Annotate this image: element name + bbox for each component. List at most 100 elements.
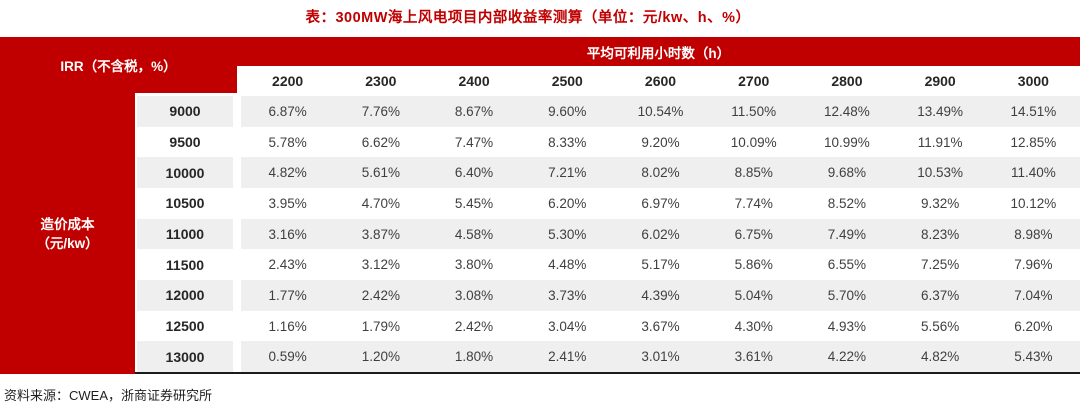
table-row: 10500 3.95% 4.70% 5.45% 6.20% 6.97% 7.74% 8.52%… <box>137 188 1080 219</box>
table-row: 10000 4.82% 5.61% 6.40% 7.21% 8.02% 8.85% 9.68%… <box>137 157 1080 189</box>
data-cell: 1.16% <box>268 318 307 334</box>
data-cell: 8.33% <box>548 134 587 150</box>
table-row: 13000 0.59% 1.20% 1.80% 2.41% 3.01% 3.61% 4.22%… <box>137 341 1080 373</box>
data-cell: 5.70% <box>827 287 867 303</box>
row-cells: 5.78% 6.62% 7.47% 8.33% 9.20% 10.09% 10.99% 11.… <box>241 126 1080 158</box>
data-cell: 4.48% <box>548 257 587 273</box>
row-cells: 4.82% 5.61% 6.40% 7.21% 8.02% 8.85% 9.68% 10.53… <box>241 157 1080 189</box>
data-cell: 3.61% <box>734 349 773 365</box>
data-cell: 10.09% <box>730 134 777 150</box>
data-cell: 4.22% <box>827 349 867 365</box>
column-header: 3000 <box>1017 73 1049 89</box>
data-cell: 4.93% <box>827 318 867 334</box>
row-header: 12000 <box>137 280 233 311</box>
data-cell: 2.43% <box>268 257 307 273</box>
data-cell: 7.47% <box>454 134 494 150</box>
table-row: 9500 5.78% 6.62% 7.47% 8.33% 9.20% 10.09% 10.99… <box>137 126 1080 158</box>
data-cell: 10.54% <box>637 103 684 119</box>
table-row: 11500 2.43% 3.12% 3.80% 4.48% 5.17% 5.86% 6.55%… <box>137 249 1080 281</box>
table-title: 表：300MW海上风电项目内部收益率测算（单位：元/kw、h、%） <box>305 10 751 26</box>
data-cell: 5.04% <box>734 287 773 303</box>
data-cell: 8.23% <box>921 226 960 242</box>
data-cell: 10.12% <box>1010 195 1057 211</box>
column-header: 2300 <box>365 73 397 89</box>
data-cell: 5.86% <box>734 257 773 273</box>
row-cells: 2.43% 3.12% 3.80% 4.48% 5.17% 5.86% 6.55% 7.25%… <box>241 249 1080 281</box>
column-header: 2200 <box>272 73 304 89</box>
table-row: 11000 3.16% 3.87% 4.58% 5.30% 6.02% 6.75% 7.49%… <box>137 218 1080 250</box>
data-cell: 4.58% <box>454 226 494 242</box>
data-cell: 11.40% <box>1010 165 1056 181</box>
data-cell: 6.20% <box>1014 318 1053 334</box>
row-header: 9500 <box>137 126 233 158</box>
data-cell: 3.80% <box>454 257 494 273</box>
data-cell: 3.01% <box>641 349 680 365</box>
data-cell: 6.40% <box>454 165 494 181</box>
data-cell: 14.51% <box>1010 103 1057 119</box>
data-cell: 9.20% <box>641 134 680 150</box>
data-cell: 3.67% <box>641 318 680 334</box>
data-cell: 4.30% <box>734 318 773 334</box>
data-cell: 5.17% <box>641 257 680 273</box>
row-header: 11000 <box>137 218 233 250</box>
column-header: 2600 <box>644 73 677 89</box>
table-rows: 9000 6.87% 7.76% 8.67% 9.60% 10.54% 11.50% 12.4… <box>137 96 1080 373</box>
data-cell: 3.87% <box>361 226 400 242</box>
data-cell: 1.20% <box>361 349 400 365</box>
row-group-label-line2: （元/kw） <box>36 235 99 251</box>
column-header-row: 2200 2300 2400 2500 2600 2700 2800 2900 3000 <box>241 66 1080 96</box>
row-group-label-line1: 造价成本 <box>40 216 95 232</box>
data-cell: 9.60% <box>548 103 587 119</box>
row-header: 10000 <box>137 157 233 189</box>
data-cell: 3.95% <box>268 195 307 211</box>
row-header: 11500 <box>137 249 233 281</box>
data-cell: 7.96% <box>1014 257 1053 273</box>
data-cell: 3.08% <box>454 287 494 303</box>
data-cell: 6.97% <box>641 195 680 211</box>
data-cell: 7.21% <box>548 165 587 181</box>
row-cells: 1.77% 2.42% 3.08% 3.73% 4.39% 5.04% 5.70% 6.37%… <box>241 280 1080 311</box>
data-cell: 6.02% <box>641 226 680 242</box>
row-group-header: 造价成本 （元/kw） <box>0 93 135 374</box>
data-cell: 8.67% <box>454 103 494 119</box>
data-cell: 8.52% <box>827 195 867 211</box>
row-cells: 3.16% 3.87% 4.58% 5.30% 6.02% 6.75% 7.49% 8.23%… <box>241 218 1080 250</box>
data-cell: 12.85% <box>1010 134 1057 150</box>
data-cell: 2.41% <box>548 349 587 365</box>
data-cell: 13.49% <box>917 103 964 119</box>
data-cell: 5.45% <box>454 195 494 211</box>
data-cell: 7.74% <box>734 195 773 211</box>
data-cell: 3.12% <box>361 257 400 273</box>
data-cell: 1.80% <box>454 349 494 365</box>
data-cell: 5.30% <box>548 226 587 242</box>
column-header: 2500 <box>551 73 583 89</box>
data-cell: 10.99% <box>824 134 870 150</box>
data-cell: 1.77% <box>268 287 307 303</box>
data-cell: 4.82% <box>921 349 960 365</box>
data-cell: 5.61% <box>361 165 400 181</box>
data-cell: 7.04% <box>1014 287 1053 303</box>
table-row: 12000 1.77% 2.42% 3.08% 3.73% 4.39% 5.04% 5.70%… <box>137 280 1080 311</box>
row-header: 13000 <box>137 341 233 373</box>
data-cell: 2.42% <box>454 318 494 334</box>
column-header: 2900 <box>924 73 956 89</box>
table-row: 12500 1.16% 1.79% 2.42% 3.04% 3.67% 4.30% 4.93%… <box>137 310 1080 342</box>
data-cell: 0.59% <box>268 349 307 365</box>
data-cell: 12.48% <box>824 103 870 119</box>
column-header: 2700 <box>738 73 770 89</box>
data-cell: 3.04% <box>548 318 587 334</box>
column-group-header: 平均可利用小时数（h） <box>237 37 1080 66</box>
data-cell: 6.75% <box>734 226 773 242</box>
row-cells: 3.95% 4.70% 5.45% 6.20% 6.97% 7.74% 8.52% 9.32%… <box>241 188 1080 219</box>
data-cell: 6.55% <box>827 257 867 273</box>
row-cells: 6.87% 7.76% 8.67% 9.60% 10.54% 11.50% 12.48% 13… <box>241 96 1080 127</box>
data-cell: 4.39% <box>641 287 680 303</box>
data-cell: 9.68% <box>827 165 867 181</box>
data-cell: 3.16% <box>268 226 307 242</box>
data-cell: 4.82% <box>268 165 307 181</box>
data-cell: 6.37% <box>921 287 960 303</box>
data-cell: 5.56% <box>921 318 960 334</box>
table-bottom-border <box>0 372 1080 374</box>
row-header: 12500 <box>137 310 233 342</box>
